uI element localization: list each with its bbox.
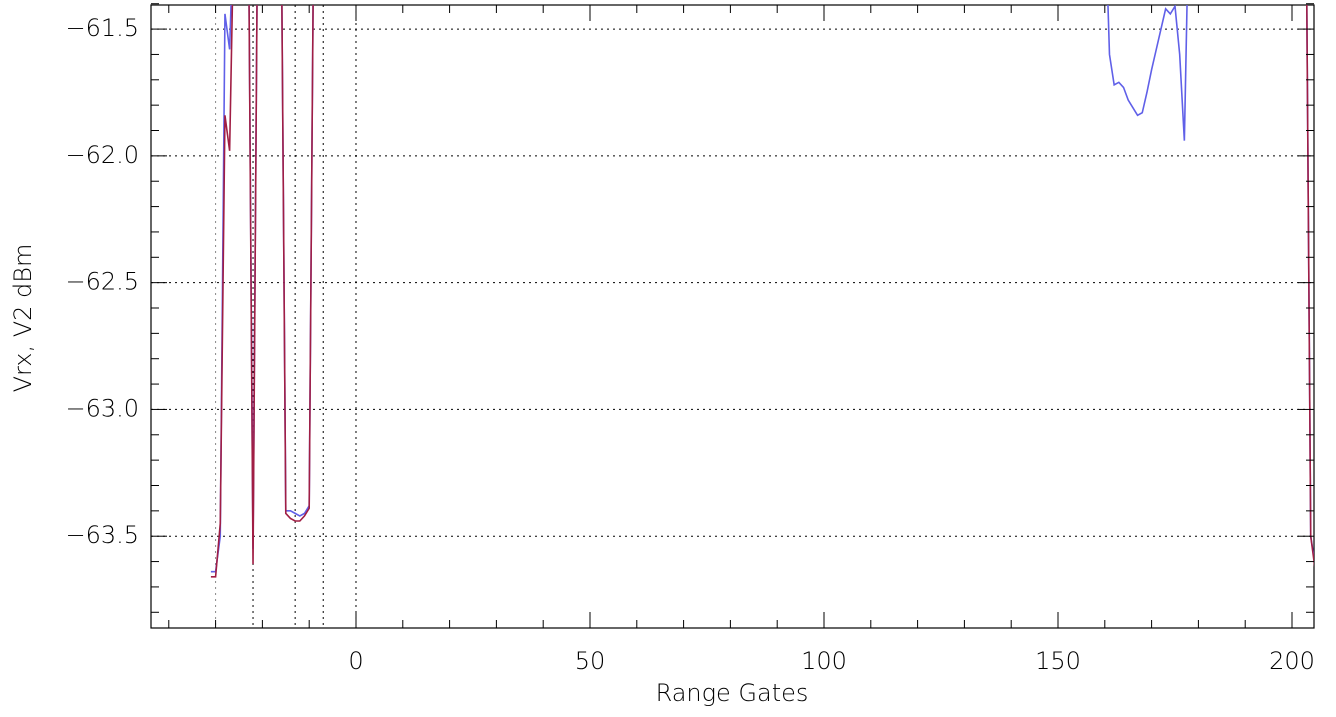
x-tick-label: 200 xyxy=(1269,647,1315,675)
y-tick-label: −63.5 xyxy=(65,521,139,549)
x-axis-title: Range Gates xyxy=(656,679,809,707)
series-line xyxy=(210,5,1314,578)
x-tick-label: 150 xyxy=(1035,647,1081,675)
y-tick-label: −62.0 xyxy=(65,141,139,169)
x-tick-label: 0 xyxy=(348,647,363,675)
x-tick-label: 50 xyxy=(575,647,606,675)
y-axis-title: Vrx, V2 dBm xyxy=(9,244,37,393)
y-tick-label: −61.5 xyxy=(65,14,139,42)
series-line xyxy=(210,5,1314,573)
y-tick-label: −62.5 xyxy=(65,268,139,296)
plot-area xyxy=(151,5,1314,628)
y-tick-label: −63.0 xyxy=(65,394,139,422)
x-tick-label: 100 xyxy=(801,647,847,675)
plot-frame xyxy=(150,4,1315,629)
